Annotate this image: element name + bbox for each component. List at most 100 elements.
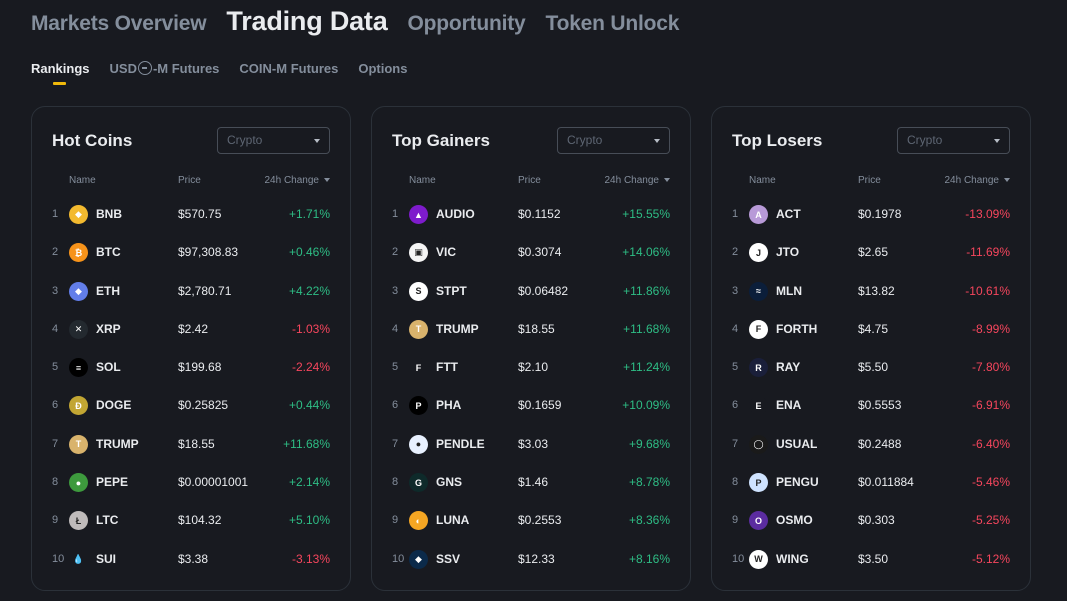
coin-row[interactable]: 7 ◯ USUAL $0.2488 -6.40% [712, 426, 1030, 464]
rank-number: 10 [732, 552, 745, 565]
subtab-usds-m-futures[interactable]: USD -M Futures [110, 61, 219, 86]
top-nav: Markets Overview Trading Data Opportunit… [31, 6, 699, 37]
coin-symbol: PHA [436, 398, 462, 413]
stpt-logo-icon: S [409, 281, 428, 301]
coin-row[interactable]: 7 ● PENDLE $3.03 +9.68% [372, 426, 690, 464]
coin-symbol: TRUMP [436, 321, 479, 336]
category-dropdown[interactable]: Crypto [557, 127, 670, 154]
coin-row[interactable]: 1 ▲ AUDIO $0.1152 +15.55% [372, 196, 690, 234]
tab-token-unlock[interactable]: Token Unlock [545, 12, 680, 35]
sort-down-icon [1004, 178, 1010, 182]
tab-markets-overview[interactable]: Markets Overview [31, 12, 207, 35]
coin-symbol: GNS [436, 475, 463, 490]
rank-number: 6 [732, 399, 739, 412]
rank-number: 5 [52, 361, 59, 374]
coin-row[interactable]: 3 ◆ ETH $2,780.71 +4.22% [32, 273, 350, 311]
price-change: -5.46% [971, 475, 1010, 490]
coin-row[interactable]: 10 💧 SUI $3.38 -3.13% [32, 541, 350, 579]
rank-number: 3 [52, 284, 59, 297]
coin-row[interactable]: 2 J JTO $2.65 -11.69% [712, 234, 1030, 272]
coin-row[interactable]: 1 A ACT $0.1978 -13.09% [712, 196, 1030, 234]
coin-row[interactable]: 10 ◆ SSV $12.33 +8.16% [372, 541, 690, 579]
coin-row[interactable]: 5 ≡ SOL $199.68 -2.24% [32, 349, 350, 387]
ftt-logo-icon: F [409, 358, 428, 378]
coin-row[interactable]: 9 Ł LTC $104.32 +5.10% [32, 502, 350, 540]
coin-symbol: LUNA [436, 513, 470, 528]
coin-row[interactable]: 7 T TRUMP $18.55 +11.68% [32, 426, 350, 464]
rank-number: 8 [732, 476, 739, 489]
tab-trading-data[interactable]: Trading Data [226, 6, 388, 36]
chevron-down-icon [314, 139, 320, 143]
coin-price: $0.303 [858, 513, 895, 528]
price-change: +11.24% [623, 360, 670, 375]
coin-symbol: PENDLE [436, 436, 485, 451]
coin-row[interactable]: 3 ≈ MLN $13.82 -10.61% [712, 273, 1030, 311]
top-losers-card: Top Losers Crypto Name Price 24h Change … [711, 106, 1031, 591]
coin-symbol: FTT [436, 360, 458, 375]
sort-down-icon [664, 178, 670, 182]
rank-number: 4 [52, 322, 59, 335]
coin-row[interactable]: 4 F FORTH $4.75 -8.99% [712, 311, 1030, 349]
sol-logo-icon: ≡ [69, 358, 88, 378]
ray-logo-icon: R [749, 358, 768, 378]
rank-number: 8 [392, 476, 399, 489]
subtab-coin-m-futures[interactable]: COIN-M Futures [239, 61, 339, 76]
price-change: +11.68% [623, 321, 670, 336]
price-change: +15.55% [622, 207, 670, 221]
rank-number: 5 [732, 361, 739, 374]
chevron-down-icon [994, 139, 1000, 143]
coin-symbol: ACT [776, 207, 801, 221]
coin-row[interactable]: 9 O OSMO $0.303 -5.25% [712, 502, 1030, 540]
rank-number: 2 [732, 246, 739, 259]
price-change: -1.03% [291, 321, 330, 336]
coin-row[interactable]: 9 ◐ LUNA $0.2553 +8.36% [372, 502, 690, 540]
coin-price: $2.65 [858, 245, 889, 260]
coin-row[interactable]: 2 ₿ BTC $97,308.83 +0.46% [32, 234, 350, 272]
coin-row[interactable]: 4 ✕ XRP $2.42 -1.03% [32, 311, 350, 349]
card-title: Top Losers [732, 131, 823, 150]
tab-opportunity[interactable]: Opportunity [407, 12, 526, 35]
coin-symbol: JTO [776, 245, 800, 260]
subtab-rankings[interactable]: Rankings [31, 61, 90, 86]
coin-row[interactable]: 8 ● PEPE $0.00001001 +2.14% [32, 464, 350, 502]
column-header-name: Name [69, 175, 96, 186]
coin-row[interactable]: 6 Ð DOGE $0.25825 +0.44% [32, 387, 350, 425]
coin-row[interactable]: 1 ◆ BNB $570.75 +1.71% [32, 196, 350, 234]
doge-logo-icon: Ð [69, 396, 88, 416]
coin-row[interactable]: 4 T TRUMP $18.55 +11.68% [372, 311, 690, 349]
coin-row[interactable]: 3 S STPT $0.06482 +11.86% [372, 273, 690, 311]
rank-number: 7 [732, 437, 739, 450]
chevron-down-icon [654, 139, 660, 143]
coin-price: $18.55 [178, 436, 215, 451]
coin-row[interactable]: 2 ▣ VIC $0.3074 +14.06% [372, 234, 690, 272]
coin-price: $0.1659 [518, 398, 562, 413]
coin-row[interactable]: 8 P PENGU $0.011884 -5.46% [712, 464, 1030, 502]
coin-row[interactable]: 5 R RAY $5.50 -7.80% [712, 349, 1030, 387]
rank-number: 2 [52, 246, 59, 259]
act-logo-icon: A [749, 205, 768, 224]
xrp-logo-icon: ✕ [69, 319, 88, 339]
ena-logo-icon: E [749, 396, 768, 416]
card-title: Hot Coins [52, 131, 133, 150]
category-dropdown[interactable]: Crypto [217, 127, 330, 154]
coin-price: $0.1152 [518, 207, 561, 221]
rank-number: 8 [52, 476, 59, 489]
trump-logo-icon: T [69, 434, 88, 454]
subtab-options[interactable]: Options [358, 61, 408, 76]
category-dropdown[interactable]: Crypto [897, 127, 1010, 154]
coin-row[interactable]: 6 E ENA $0.5553 -6.91% [712, 387, 1030, 425]
coin-symbol: SSV [436, 551, 461, 566]
column-header-24h-change[interactable]: 24h Change [265, 175, 330, 186]
ltc-logo-icon: Ł [69, 511, 88, 531]
rank-number: 10 [392, 552, 405, 565]
price-change: -2.24% [291, 360, 330, 375]
price-change: +11.68% [283, 436, 330, 451]
coin-row[interactable]: 8 G GNS $1.46 +8.78% [372, 464, 690, 502]
coin-symbol: BNB [96, 207, 122, 221]
coin-row[interactable]: 10 W WING $3.50 -5.12% [712, 541, 1030, 579]
column-header-24h-change[interactable]: 24h Change [945, 175, 1010, 186]
column-header-24h-change[interactable]: 24h Change [605, 175, 670, 186]
coin-row[interactable]: 5 F FTT $2.10 +11.24% [372, 349, 690, 387]
price-change: +0.44% [288, 398, 330, 413]
coin-row[interactable]: 6 P PHA $0.1659 +10.09% [372, 387, 690, 425]
